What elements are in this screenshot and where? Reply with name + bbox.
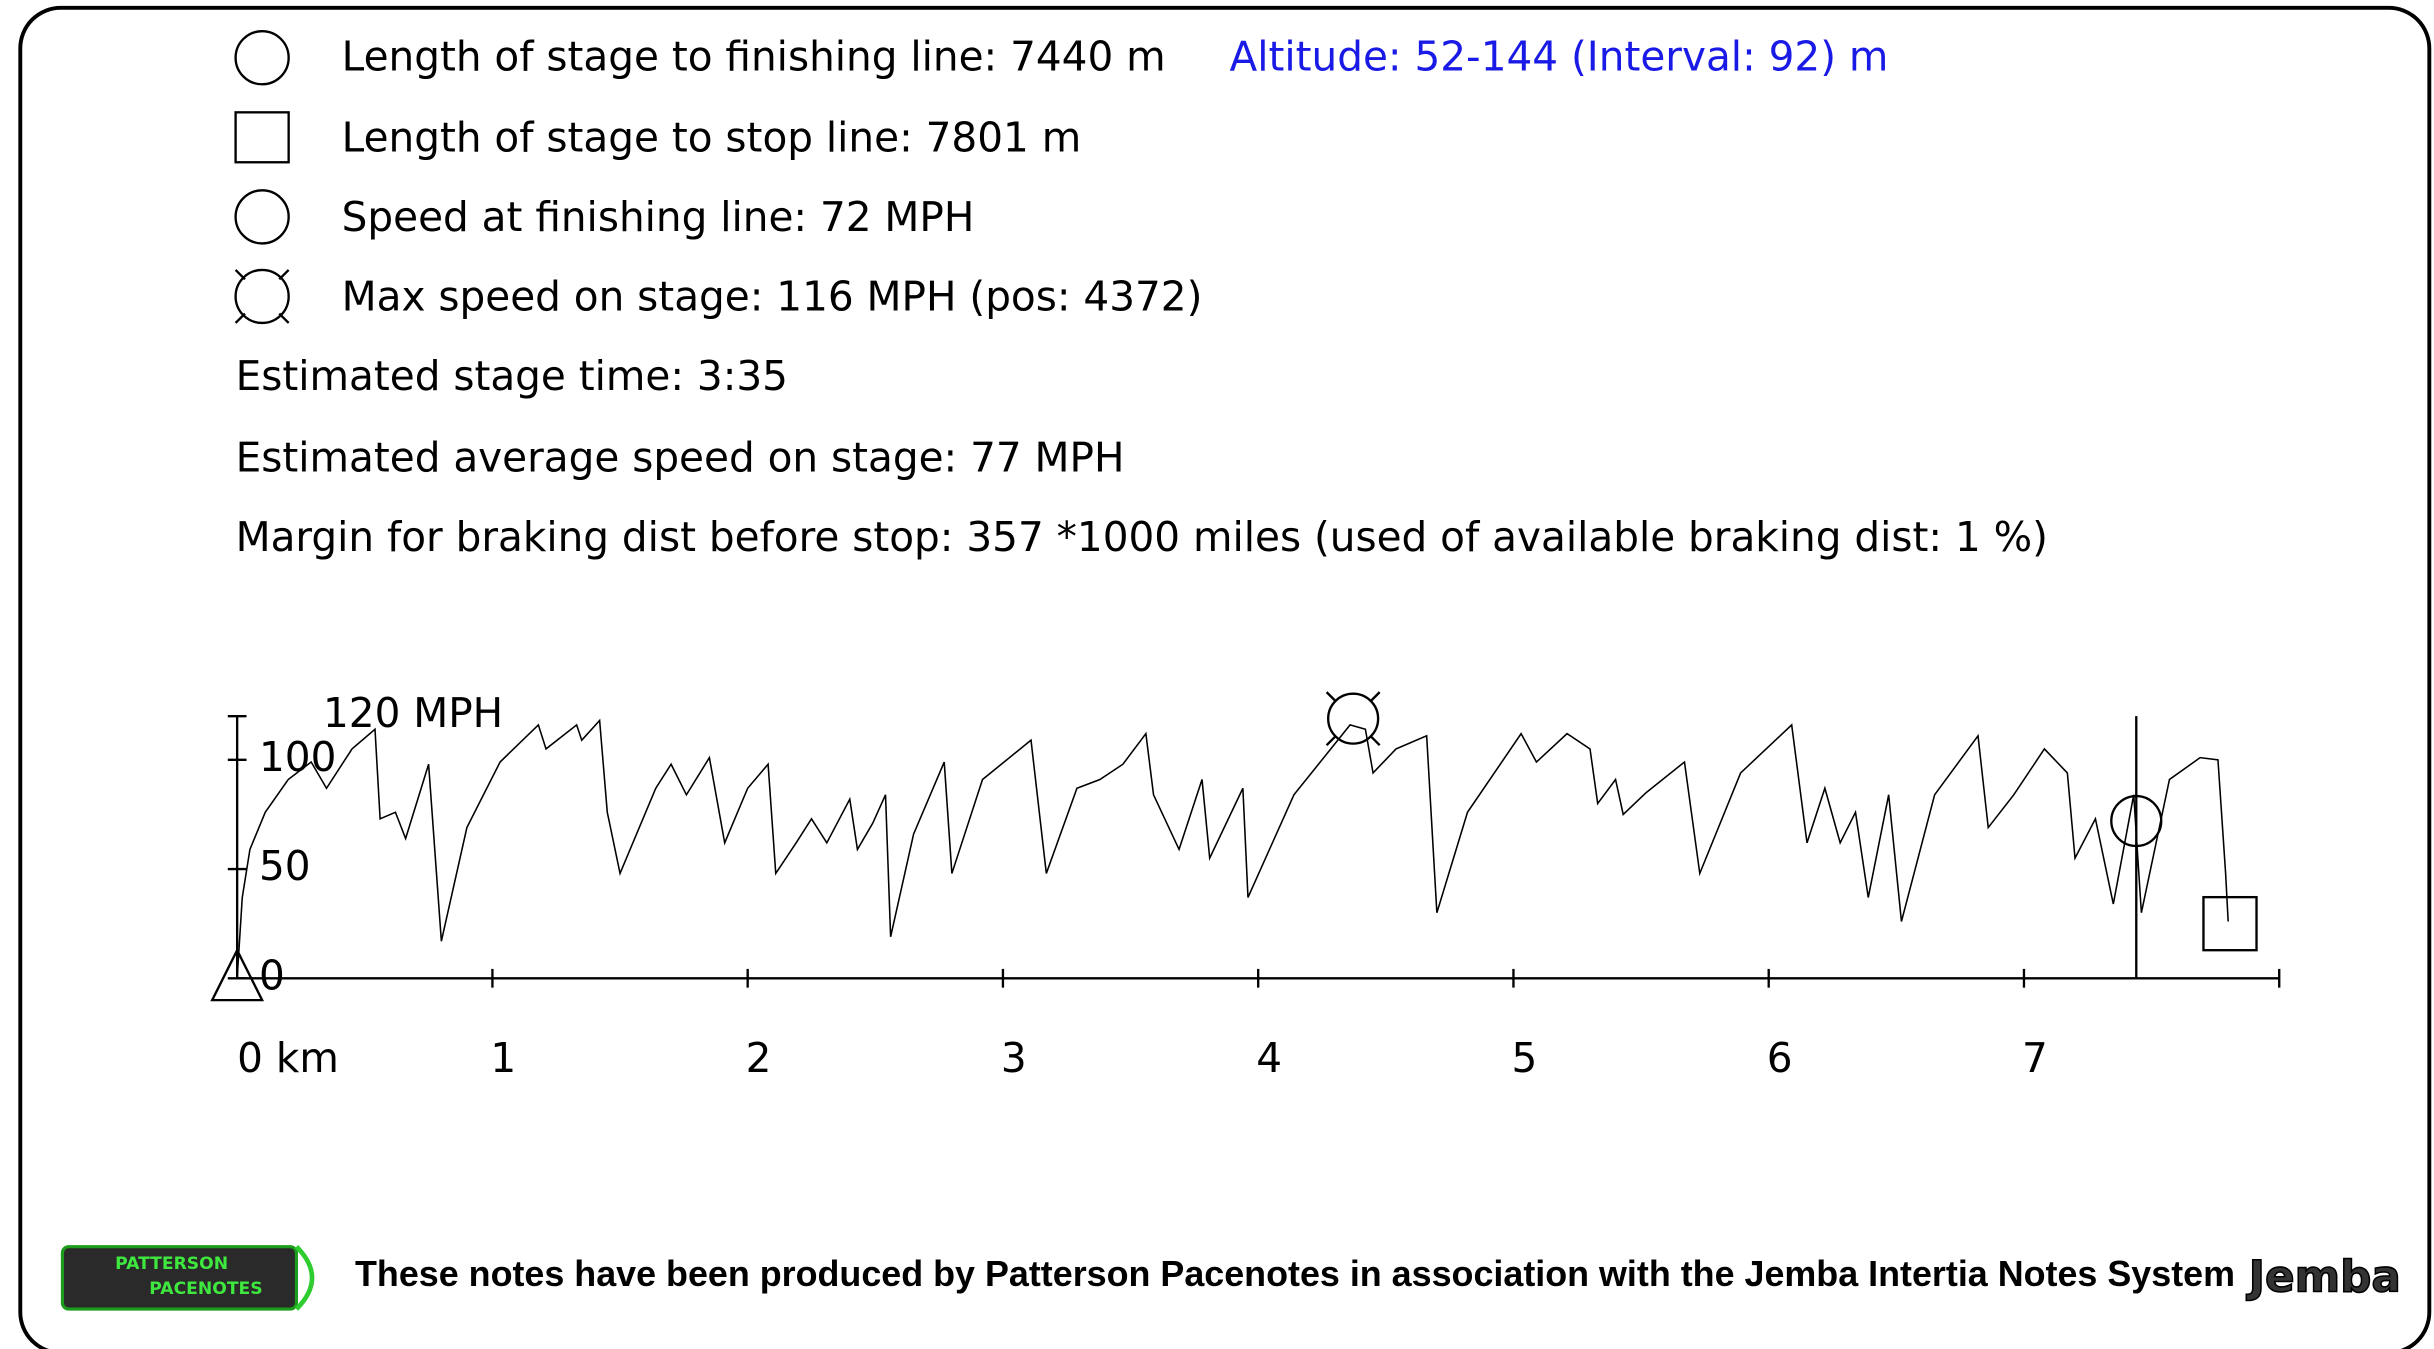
logo-text: PATTERSON bbox=[115, 1254, 228, 1274]
stat: Length of stage to finishing line: 7440 … bbox=[342, 32, 1166, 80]
stat: Max speed on stage: 116 MPH (pos: 4372) bbox=[342, 273, 1203, 321]
x-tick-label: 4 bbox=[1256, 1034, 1282, 1082]
origin-triangle bbox=[210, 947, 265, 1002]
stat: Estimated average speed on stage: 77 MPH bbox=[236, 433, 1125, 481]
speed-line bbox=[236, 718, 2229, 979]
max-marker-cross bbox=[1325, 691, 1381, 747]
finish-marker bbox=[2110, 794, 2163, 848]
stop-marker bbox=[2202, 895, 2258, 952]
frame bbox=[18, 5, 2432, 1349]
stat: Speed at finishing line: 72 MPH bbox=[342, 193, 975, 241]
stat: Length of stage to stop line: 7801 m bbox=[342, 113, 1082, 161]
y-tick-label: 50 bbox=[259, 842, 311, 890]
max-marker bbox=[1327, 692, 1380, 745]
x-tick-label: 3 bbox=[1001, 1034, 1027, 1082]
logo-text: PACENOTES bbox=[149, 1279, 262, 1299]
logo-left: PATTERSON PACENOTES bbox=[60, 1244, 315, 1311]
altitude: Altitude: 52-144 (Interval: 92) m bbox=[1229, 32, 1888, 80]
max-icon bbox=[234, 268, 290, 325]
footer-text: These notes have been produced by Patter… bbox=[355, 1254, 2235, 1294]
x-tick-label: 7 bbox=[2022, 1034, 2048, 1082]
x-tick-label: 2 bbox=[746, 1034, 772, 1082]
x-tick-label: 0 km bbox=[237, 1034, 339, 1082]
stop-icon bbox=[234, 111, 290, 164]
y-tick-label: 0 bbox=[259, 951, 285, 999]
stat: Estimated stage time: 3:35 bbox=[236, 352, 788, 400]
x-tick-label: 5 bbox=[1511, 1034, 1537, 1082]
y-tick-label: 100 bbox=[259, 733, 336, 781]
speed-icon bbox=[234, 189, 290, 245]
y-tick-label: 120 MPH bbox=[323, 689, 503, 737]
finish-icon bbox=[234, 30, 290, 86]
stat: Margin for braking dist before stop: 357… bbox=[236, 513, 2048, 561]
logo-right: Jemba bbox=[2246, 1251, 2401, 1302]
x-tick-label: 1 bbox=[490, 1034, 516, 1082]
x-tick-label: 6 bbox=[1767, 1034, 1793, 1082]
